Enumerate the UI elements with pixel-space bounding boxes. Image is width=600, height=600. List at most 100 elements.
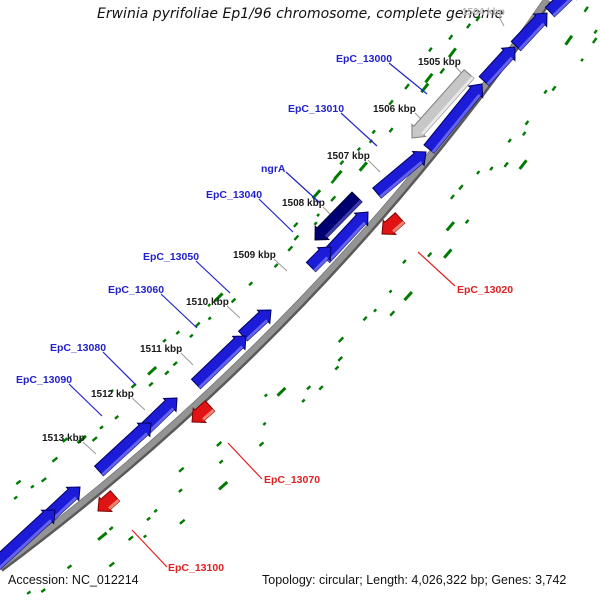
gc-content-dot-upper: [273, 263, 279, 269]
gene-arrow-EpC_13010[interactable]: [372, 150, 427, 199]
gene-label-leader-line: [195, 260, 231, 294]
gc-content-dot-lower: [449, 194, 455, 200]
gc-content-dot-lower: [521, 131, 527, 137]
gc-content-dot-lower: [543, 89, 548, 95]
gene-arrow-bevel: [324, 199, 362, 238]
gene-label-EpC_13020[interactable]: EpC_13020: [457, 284, 513, 296]
gene-arrow-bevel: [108, 499, 120, 510]
gc-content-dot-upper: [388, 127, 394, 133]
gc-content-dot-upper: [40, 477, 47, 483]
gene-label-EpC_13000[interactable]: EpC_13000: [336, 53, 392, 65]
gene-label-leader-line: [340, 112, 378, 147]
tick-leader-line: [226, 305, 241, 319]
gc-content-dot-lower: [146, 516, 151, 522]
gc-content-dot-upper: [175, 330, 181, 335]
gene-label-leader-line: [417, 251, 456, 287]
gc-content-dot-upper: [162, 338, 167, 343]
gc-content-dot-lower: [263, 393, 268, 398]
gene-arrow-EpC_13020[interactable]: [381, 212, 406, 236]
tick-leader-line: [82, 441, 97, 455]
gene-arrow-bevel: [327, 221, 366, 263]
gc-content-dot-upper: [388, 99, 394, 106]
gc-content-dot-lower: [108, 561, 115, 568]
gene-arrow-feature-3[interactable]: [478, 46, 516, 87]
gc-content-dot-lower: [503, 161, 509, 168]
gene-arrow-feature-2[interactable]: [510, 12, 548, 52]
gc-content-dot-upper: [293, 234, 300, 241]
gc-content-dot-lower: [40, 588, 46, 593]
tick-leader-line: [131, 397, 146, 411]
gc-content-dot-lower: [583, 6, 589, 13]
gene-label-EpC_13080[interactable]: EpC_13080: [50, 342, 106, 354]
gc-content-dot-lower: [373, 308, 378, 313]
tick-leader-line: [367, 159, 381, 173]
gene-label-leader-line: [285, 171, 321, 204]
gene-arrow-EpC_13090[interactable]: [93, 422, 152, 477]
gene-arrow-bevel: [552, 0, 572, 17]
gc-content-dot-lower: [445, 221, 456, 232]
gc-content-dot-lower: [108, 526, 114, 531]
gene-label-leader-line: [68, 383, 103, 417]
gc-content-dot-lower: [262, 421, 267, 426]
gc-content-dot-upper: [448, 34, 454, 41]
gene-arrow-bevel: [148, 407, 175, 433]
gc-content-dot-lower: [464, 219, 470, 225]
gc-content-dot-lower: [334, 365, 340, 371]
gene-label-EpC_13090[interactable]: EpC_13090: [16, 374, 72, 386]
tick-label-1509-kbp: 1509 kbp: [233, 250, 276, 261]
gc-content-dot-lower: [507, 138, 512, 144]
gc-content-dot-lower: [362, 316, 368, 322]
gc-content-dot-lower: [337, 356, 344, 362]
tick-label-1504-kbp: 1504 kbp: [462, 7, 505, 18]
gene-arrow-bevel: [518, 22, 545, 51]
gc-content-dot-lower: [403, 290, 413, 302]
gc-content-dot-lower: [427, 251, 433, 258]
gene-arrow-feature-4[interactable]: [423, 83, 484, 154]
gene-arrow-bevel: [486, 56, 514, 86]
tick-leader-line: [498, 16, 505, 27]
gc-content-dot-upper: [172, 361, 178, 367]
gene-arrow-bevel: [313, 256, 329, 272]
tick-label-1513-kbp: 1513 kbp: [42, 433, 85, 444]
gene-label-EpC_13050[interactable]: EpC_13050: [143, 251, 199, 263]
gc-content-dot-lower: [402, 259, 407, 265]
gc-content-dot-upper: [287, 245, 294, 252]
gene-arrow-bevel: [0, 519, 52, 570]
gene-label-leader-line: [258, 198, 294, 233]
gc-content-dot-lower: [389, 310, 396, 317]
gene-label-leader-line: [131, 529, 168, 568]
gc-content-dot-lower: [564, 34, 574, 46]
gene-label-EpC_13060[interactable]: EpC_13060: [108, 284, 164, 296]
gene-label-EpC_13010[interactable]: EpC_13010: [288, 103, 344, 115]
gc-content-dot-upper: [293, 222, 299, 228]
topology-text: Topology: circular; Length: 4,026,322 bp…: [262, 573, 567, 587]
gc-content-dot-upper: [109, 388, 114, 393]
gc-content-dot-upper: [358, 161, 368, 172]
gc-content-dot-upper: [447, 47, 457, 59]
gc-content-dot-lower: [143, 534, 147, 539]
gene-arrow-EpC_13050[interactable]: [237, 309, 272, 342]
gc-content-dot-upper: [313, 221, 318, 226]
gc-content-dot-upper: [466, 23, 472, 29]
gc-content-dot-lower: [476, 170, 481, 175]
gene-arrow-bevel: [392, 221, 405, 233]
gene-arrow-bevel: [202, 409, 215, 421]
gene-label-leader-line: [160, 293, 198, 329]
gene-label-EpC_13100[interactable]: EpC_13100: [168, 562, 224, 574]
gene-label-ngrA[interactable]: ngrA: [261, 163, 286, 175]
gene-arrow-feature-5[interactable]: [305, 246, 332, 273]
gene-arrow-EpC_13060[interactable]: [190, 335, 247, 390]
gc-content-dot-lower: [216, 441, 223, 447]
gc-content-dot-lower: [127, 535, 134, 541]
gc-content-dot-upper: [91, 436, 98, 442]
gc-content-dot-lower: [318, 385, 324, 391]
gc-content-dot-upper: [62, 437, 69, 443]
gene-label-EpC_13070[interactable]: EpC_13070: [264, 474, 320, 486]
gc-content-dot-lower: [489, 166, 494, 171]
gene-arrow-EpC_13000[interactable]: [411, 68, 475, 139]
gc-content-dot-upper: [30, 484, 35, 489]
gc-content-dot-upper: [207, 303, 212, 308]
gene-label-EpC_13040[interactable]: EpC_13040: [206, 189, 262, 201]
gc-content-dot-upper: [189, 333, 194, 339]
